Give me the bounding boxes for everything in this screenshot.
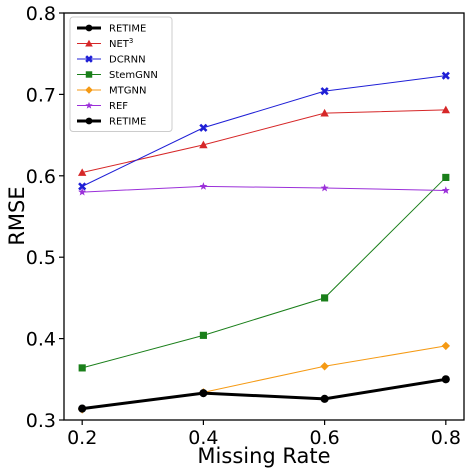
data-point — [78, 404, 87, 413]
legend-label: DCRNN — [109, 55, 146, 66]
legend-marker — [85, 71, 93, 78]
legend-marker — [85, 55, 93, 63]
data-point — [320, 362, 329, 371]
legend-label: StemGNN — [109, 70, 158, 81]
series-stemgnn — [78, 173, 450, 372]
legend-marker — [85, 101, 93, 109]
legend-label: RETIME — [109, 117, 146, 128]
series-layer — [77, 71, 451, 414]
legend-box — [69, 16, 173, 132]
y-tick-label: 0.7 — [26, 84, 56, 106]
series-line — [82, 185, 446, 193]
data-point — [320, 394, 329, 403]
legend-entry: DCRNN — [77, 55, 146, 66]
data-point — [78, 364, 86, 372]
series-net — [77, 105, 451, 176]
series-line — [82, 109, 446, 174]
legend-marker — [85, 86, 93, 94]
data-point — [441, 341, 451, 351]
data-point — [199, 331, 207, 339]
legend-entry: StemGNN — [77, 70, 158, 81]
y-tick-label: 0.8 — [26, 3, 56, 25]
data-point — [78, 187, 87, 196]
legend-entry: REF — [77, 101, 128, 112]
data-point — [441, 186, 450, 194]
legend-marker — [85, 39, 93, 47]
data-point — [199, 182, 208, 190]
tick-layer: 0.2 0.4 0.6 0.8 0.3 0.4 0.5 0.6 0.7 0.8 — [26, 3, 461, 449]
data-point — [199, 123, 208, 132]
data-point — [441, 375, 450, 384]
x-tick-label: 0.6 — [309, 427, 339, 449]
series-line — [81, 75, 446, 187]
legend-label: REF — [109, 101, 128, 112]
data-point — [320, 183, 329, 192]
legend-label: MTGNN — [109, 86, 146, 97]
data-point — [320, 108, 329, 117]
data-point — [442, 173, 450, 181]
data-point — [199, 140, 208, 149]
data-point — [441, 105, 451, 114]
marker-stroke — [199, 123, 208, 132]
marker-stroke — [78, 182, 87, 191]
legend-entry: RETIME — [77, 117, 146, 128]
x-tick-label: 0.8 — [431, 427, 461, 449]
x-tick-label: 0.2 — [67, 427, 97, 449]
data-point — [78, 182, 87, 191]
legend: RETIME NET3 DCRNN StemGNN MTGNN REF RETIME — [69, 16, 173, 132]
legend-entry: RETIME — [77, 24, 146, 35]
data-point — [77, 168, 87, 176]
y-tick-label: 0.5 — [26, 247, 56, 269]
y-axis-label: RMSE — [5, 186, 29, 245]
legend-label: NET3 — [109, 37, 133, 50]
legend-label-superscript: 3 — [129, 37, 133, 45]
y-tick-label: 0.4 — [26, 329, 56, 351]
data-point — [321, 294, 329, 302]
data-point — [320, 87, 329, 96]
legend-marker — [85, 117, 93, 125]
x-tick-label: 0.4 — [188, 427, 218, 449]
y-tick-label: 0.3 — [26, 410, 56, 432]
legend-label: RETIME — [109, 24, 146, 35]
x-axis-label: Missing Rate — [197, 444, 330, 468]
series-line — [81, 377, 447, 411]
legend-entry: MTGNN — [77, 86, 146, 97]
series-retime — [78, 375, 450, 413]
marker-stroke — [320, 87, 329, 96]
series-dcrnn — [78, 71, 450, 191]
data-point — [441, 71, 450, 80]
marker-stroke — [441, 71, 450, 80]
legend-entry: NET3 — [77, 37, 133, 50]
series-ref — [78, 182, 450, 196]
series-line — [82, 177, 447, 369]
y-tick-label: 0.6 — [26, 166, 56, 188]
marker-stroke — [85, 55, 93, 63]
plot-frame — [63, 12, 465, 421]
data-point — [199, 389, 208, 398]
legend-marker — [85, 24, 93, 32]
